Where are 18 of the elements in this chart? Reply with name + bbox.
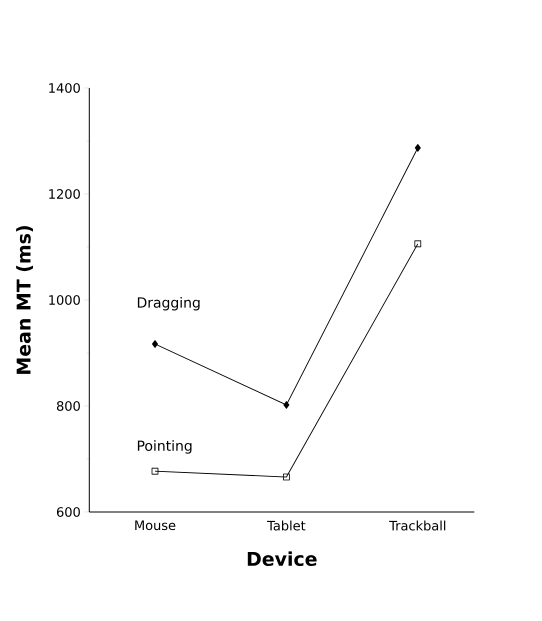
point — [283, 474, 290, 480]
y-tick-label: 1000 — [49, 295, 80, 305]
point — [414, 240, 422, 248]
y-tick-label: 1200 — [49, 189, 80, 199]
y-axis-title: Mean MT (ms) — [16, 226, 33, 374]
x-tick-label: Mouse — [135, 520, 176, 530]
x-tick-label: Trackball — [389, 520, 446, 531]
y-tick-label: 600 — [56, 507, 80, 517]
series-label: Pointing — [138, 440, 192, 454]
y-tick-label: 800 — [56, 401, 80, 411]
point — [283, 401, 290, 409]
y-tick-label: 1400 — [49, 83, 80, 93]
x-axis-title: Device — [248, 551, 317, 566]
x-tick-label: Tablet — [267, 520, 306, 531]
point — [414, 144, 421, 152]
text: Dragging — [138, 296, 200, 310]
point — [152, 468, 158, 475]
point — [152, 340, 158, 348]
